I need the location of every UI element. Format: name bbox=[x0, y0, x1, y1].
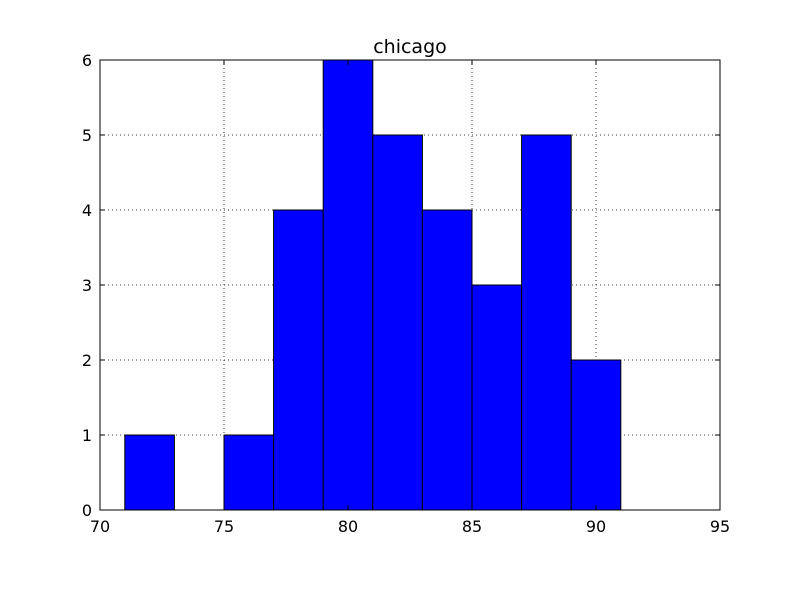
histogram-bar bbox=[521, 134, 572, 511]
y-tick-label: 2 bbox=[82, 351, 92, 370]
histogram-bar bbox=[471, 284, 523, 511]
bars bbox=[124, 59, 622, 511]
x-tick-label: 75 bbox=[214, 517, 234, 536]
y-tick-label: 5 bbox=[82, 126, 92, 145]
histogram-bar bbox=[223, 434, 275, 511]
y-tick-label: 1 bbox=[82, 426, 92, 445]
axis-ticks bbox=[99, 59, 721, 511]
x-tick-label: 90 bbox=[586, 517, 606, 536]
y-tick-label: 0 bbox=[82, 501, 92, 520]
y-tick-label: 3 bbox=[82, 276, 92, 295]
x-tick-label: 80 bbox=[338, 517, 358, 536]
y-tick-label: 4 bbox=[82, 201, 92, 220]
x-tick-label: 95 bbox=[710, 517, 730, 536]
histogram-bar bbox=[273, 209, 324, 511]
x-tick-label: 70 bbox=[90, 517, 110, 536]
x-tick-labels: 70 75 80 85 90 95 bbox=[90, 517, 730, 536]
histogram-bar bbox=[421, 209, 473, 511]
chart-title: chicago bbox=[373, 36, 447, 58]
histogram-bar bbox=[124, 434, 175, 511]
x-tick-label: 85 bbox=[462, 517, 482, 536]
histogram-bar bbox=[570, 359, 622, 511]
histogram-bar bbox=[322, 59, 374, 511]
y-tick-label: 6 bbox=[82, 51, 92, 70]
histogram-bar bbox=[372, 134, 423, 511]
y-tick-labels: 0 1 2 3 4 5 6 bbox=[82, 51, 92, 520]
